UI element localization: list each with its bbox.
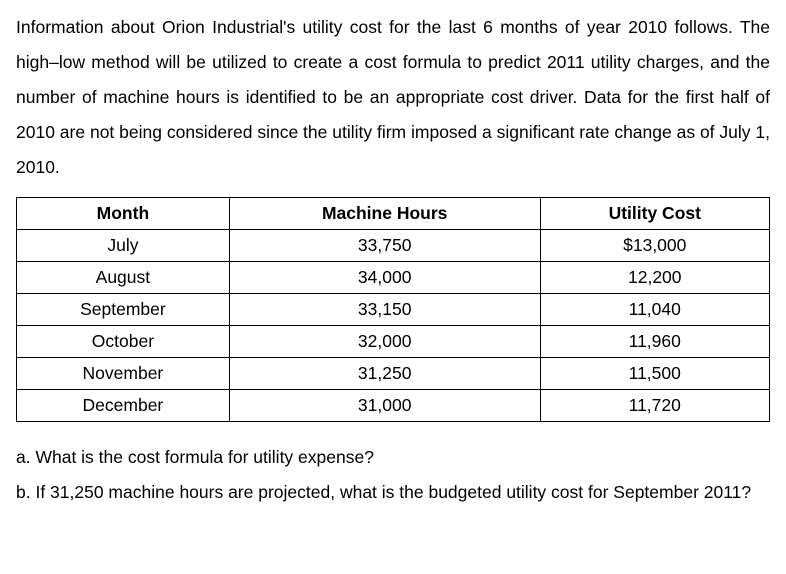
cell-cost: 12,200	[540, 262, 769, 294]
cell-cost: 11,500	[540, 358, 769, 390]
table-row: December 31,000 11,720	[17, 390, 770, 422]
table-row: November 31,250 11,500	[17, 358, 770, 390]
cell-hours: 33,750	[229, 230, 540, 262]
cell-hours: 34,000	[229, 262, 540, 294]
table-header-row: Month Machine Hours Utility Cost	[17, 198, 770, 230]
cell-hours: 31,250	[229, 358, 540, 390]
cell-hours: 32,000	[229, 326, 540, 358]
table-row: August 34,000 12,200	[17, 262, 770, 294]
data-table: Month Machine Hours Utility Cost July 33…	[16, 197, 770, 422]
intro-paragraph: Information about Orion Industrial's uti…	[16, 10, 770, 185]
question-b: b. If 31,250 machine hours are projected…	[16, 475, 770, 510]
table-row: September 33,150 11,040	[17, 294, 770, 326]
table-row: July 33,750 $13,000	[17, 230, 770, 262]
questions-block: a. What is the cost formula for utility …	[16, 440, 770, 510]
cell-month: November	[17, 358, 230, 390]
cell-month: September	[17, 294, 230, 326]
col-machine-hours: Machine Hours	[229, 198, 540, 230]
cell-cost: $13,000	[540, 230, 769, 262]
col-month: Month	[17, 198, 230, 230]
col-utility-cost: Utility Cost	[540, 198, 769, 230]
cell-hours: 33,150	[229, 294, 540, 326]
cell-month: July	[17, 230, 230, 262]
cell-month: August	[17, 262, 230, 294]
cell-cost: 11,040	[540, 294, 769, 326]
question-a: a. What is the cost formula for utility …	[16, 440, 770, 475]
table-row: October 32,000 11,960	[17, 326, 770, 358]
cell-cost: 11,720	[540, 390, 769, 422]
cell-month: December	[17, 390, 230, 422]
cell-month: October	[17, 326, 230, 358]
cell-cost: 11,960	[540, 326, 769, 358]
cell-hours: 31,000	[229, 390, 540, 422]
